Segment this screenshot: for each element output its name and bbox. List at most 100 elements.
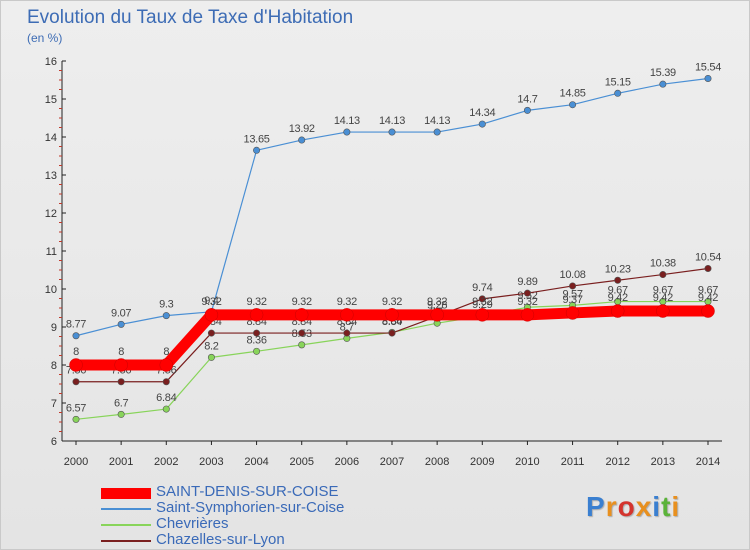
data-point [72, 378, 80, 386]
x-tick-label: 2007 [380, 456, 404, 468]
data-point [478, 120, 486, 128]
data-label: 9.74 [472, 282, 492, 294]
data-point [569, 101, 577, 109]
data-point [114, 358, 128, 372]
data-point [610, 304, 625, 318]
data-label: 9.42 [698, 292, 718, 304]
logo-letter: t [661, 491, 672, 522]
proxiti-logo: Proxiti [586, 491, 680, 523]
logo-letter: P [586, 491, 606, 522]
data-label: 9.32 [517, 296, 537, 308]
data-point [162, 312, 170, 320]
data-point [388, 128, 396, 136]
data-label: 9.32 [246, 296, 266, 308]
data-point [430, 308, 444, 322]
legend-label: Chazelles-sur-Lyon [156, 531, 285, 548]
data-label: 8 [163, 346, 169, 358]
y-tick-label: 11 [46, 246, 57, 258]
data-label: 9.32 [382, 296, 402, 308]
data-point [72, 415, 80, 423]
data-label: 13.92 [289, 123, 315, 135]
data-point [298, 136, 306, 144]
data-label: 6.57 [66, 402, 86, 414]
data-point [475, 308, 490, 322]
data-label: 9.67 [698, 285, 718, 297]
chart-subtitle: (en %) [27, 31, 63, 45]
data-point [523, 106, 531, 114]
data-label: 9.67 [653, 285, 673, 297]
data-label: 9.3 [159, 299, 174, 311]
data-point [72, 332, 80, 340]
logo-letter: i [652, 491, 662, 522]
data-label: 9.42 [608, 292, 628, 304]
logo-letter: r [605, 491, 618, 522]
x-tick-label: 2001 [109, 456, 133, 468]
data-label: 15.54 [695, 61, 721, 73]
y-tick-label: 13 [45, 170, 57, 182]
data-point [701, 304, 715, 318]
data-point [656, 304, 670, 318]
data-label: 14.85 [560, 88, 586, 100]
data-label: 9.32 [201, 296, 221, 308]
data-point [162, 378, 170, 386]
data-label: 15.15 [605, 76, 631, 88]
legend-swatch [101, 488, 151, 499]
data-point [659, 271, 667, 279]
y-tick-label: 6 [51, 436, 57, 448]
x-tick-label: 2011 [561, 456, 585, 468]
data-label: 10.54 [695, 251, 721, 263]
data-point [117, 378, 125, 386]
data-label: 10.38 [650, 258, 676, 270]
x-tick-label: 2008 [425, 456, 449, 468]
data-label: 9.07 [111, 307, 131, 319]
data-label: 8.2 [204, 340, 219, 352]
data-label: 9.37 [562, 294, 582, 306]
x-tick-label: 2000 [64, 456, 88, 468]
x-tick-label: 2002 [154, 456, 178, 468]
data-label: 6.84 [156, 392, 176, 404]
y-tick-label: 10 [45, 284, 57, 296]
data-label: 8.36 [246, 334, 266, 346]
data-label: 8 [73, 346, 79, 358]
data-point [207, 329, 215, 337]
data-label: 10.23 [605, 263, 631, 275]
data-label: 14.13 [379, 115, 405, 127]
data-point [207, 353, 215, 361]
data-point [343, 128, 351, 136]
x-tick-label: 2009 [470, 456, 494, 468]
data-label: 13.65 [244, 133, 270, 145]
data-label: 9.32 [427, 296, 447, 308]
data-point [659, 80, 667, 88]
y-tick-label: 7 [51, 398, 57, 410]
legend-swatch [101, 524, 151, 526]
legend-swatch [101, 508, 151, 510]
logo-letter: i [671, 491, 681, 522]
x-tick-label: 2005 [289, 456, 313, 468]
data-label: 6.7 [114, 397, 129, 409]
logo-letter: o [617, 491, 636, 522]
x-tick-label: 2014 [696, 456, 720, 468]
data-point [117, 410, 125, 418]
data-point [298, 341, 306, 349]
legend-label: Saint-Symphorien-sur-Coise [156, 499, 345, 516]
data-label: 9.57 [562, 288, 582, 300]
data-label: 9.28 [427, 299, 447, 311]
x-tick-label: 2003 [199, 456, 223, 468]
y-tick-label: 12 [45, 208, 57, 220]
data-point [569, 282, 577, 290]
data-point [253, 146, 261, 154]
y-tick-label: 9 [51, 322, 57, 334]
x-tick-label: 2004 [244, 456, 268, 468]
data-label: 9.29 [472, 299, 492, 311]
data-point [162, 405, 170, 413]
data-point [520, 308, 535, 322]
data-point [298, 329, 306, 337]
x-tick-label: 2012 [605, 456, 629, 468]
data-label: 8.7 [340, 321, 355, 333]
data-point [69, 358, 83, 372]
data-label: 14.13 [334, 115, 360, 127]
data-label: 9.32 [472, 296, 492, 308]
legend-swatch [101, 540, 151, 542]
